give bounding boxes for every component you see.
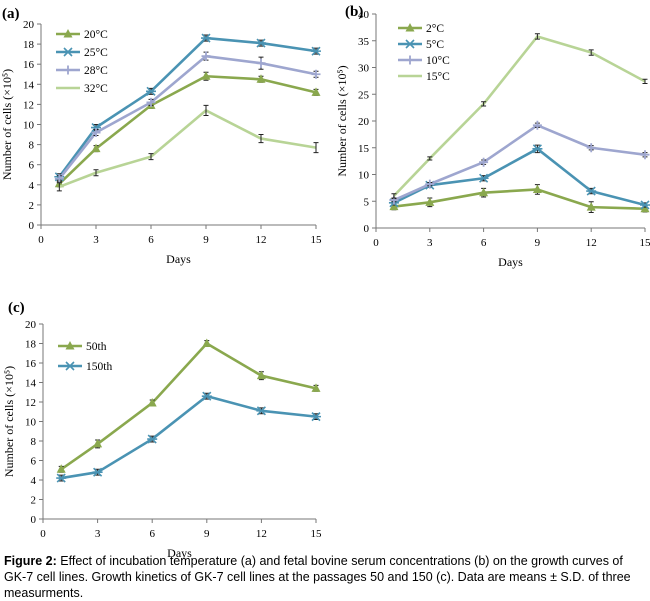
x-tick-label: 3 [93,234,99,246]
y-tick-label: 2 [31,495,37,507]
legend-marker [64,66,73,75]
caption-label: Figure 2: [4,554,57,568]
x-tick-label: 15 [311,528,323,540]
y-tick-label: 12 [25,397,36,409]
x-tick-label: 3 [427,237,433,249]
legend-marker [65,362,75,370]
series-line [394,189,645,208]
legend-label: 32°C [84,83,108,95]
y-tick-label: 15 [358,143,370,155]
legend-label: 10°C [426,55,450,67]
x-tick-label: 9 [203,234,209,246]
legend-label: 15°C [426,71,450,83]
data-point [257,59,266,68]
legend-label: 20°C [84,29,108,41]
x-tick-label: 15 [311,234,323,246]
y-tick-label: 18 [23,39,35,51]
data-point [312,70,321,79]
y-axis-label: Number of cells (×10⁵) [335,65,349,176]
x-tick-label: 0 [38,234,44,246]
y-tick-label: 5 [364,196,370,208]
figure-caption: Figure 2: Effect of incubation temperatu… [4,553,646,601]
y-tick-label: 20 [23,19,35,31]
series-line [61,396,316,478]
x-tick-label: 0 [373,237,379,249]
chart-panel-a: (a) 0 2 4 6 8 10 12 14 16 18 20 0 3 6 9 12 15 Days Number o… [0,0,330,275]
x-tick-label: 0 [40,528,46,540]
legend-label: 28°C [84,65,108,77]
x-tick-label: 9 [204,528,210,540]
x-tick-label: 9 [535,237,541,249]
y-tick-label: 4 [31,475,37,487]
y-tick-label: 40 [358,9,370,21]
panel-label: (a) [2,6,20,22]
panel-label: (c) [8,300,25,316]
x-tick-label: 12 [256,234,267,246]
y-tick-label: 18 [25,339,37,351]
y-tick-label: 35 [358,36,370,48]
y-axis-label: Number of cells (×10⁵) [0,69,14,180]
y-tick-label: 20 [358,116,370,128]
legend-marker [63,48,73,56]
x-tick-label: 12 [586,237,597,249]
x-tick-label: 6 [481,237,487,249]
y-tick-label: 10 [25,417,37,429]
legend-label: 25°C [84,47,108,59]
x-tick-label: 6 [149,528,155,540]
data-point [641,150,650,159]
y-tick-label: 30 [358,63,370,75]
x-tick-label: 6 [148,234,154,246]
y-tick-label: 2 [29,200,35,212]
legend-label: 5°C [426,39,444,51]
y-tick-label: 0 [31,514,37,526]
y-tick-label: 16 [23,59,35,71]
y-tick-label: 25 [358,89,370,101]
y-tick-label: 16 [25,358,37,370]
legend-marker [405,40,415,48]
y-tick-label: 6 [31,456,37,468]
y-tick-label: 0 [364,223,370,235]
data-point [587,143,596,152]
y-tick-label: 0 [29,220,35,232]
y-tick-label: 4 [29,180,35,192]
legend-label: 50th [86,341,107,353]
y-tick-label: 8 [31,436,37,448]
x-axis-label: Days [166,252,191,266]
y-tick-label: 14 [25,378,37,390]
legend-label: 2°C [426,23,444,35]
y-tick-label: 12 [23,99,34,111]
data-point [202,339,211,348]
caption-text: Effect of incubation temperature (a) and… [4,554,631,600]
y-tick-label: 10 [23,120,35,132]
y-tick-label: 10 [358,170,370,182]
y-tick-label: 14 [23,79,35,91]
y-tick-label: 6 [29,160,35,172]
legend-marker [406,56,415,65]
series-line [394,125,645,200]
y-tick-label: 8 [29,140,35,152]
x-axis-label: Days [498,255,523,269]
y-axis-label: Number of cells (×10⁵) [2,366,16,477]
x-tick-label: 3 [95,528,101,540]
x-tick-label: 15 [640,237,650,249]
y-tick-label: 20 [25,319,37,331]
x-tick-label: 12 [256,528,267,540]
legend-label: 150th [86,361,112,373]
